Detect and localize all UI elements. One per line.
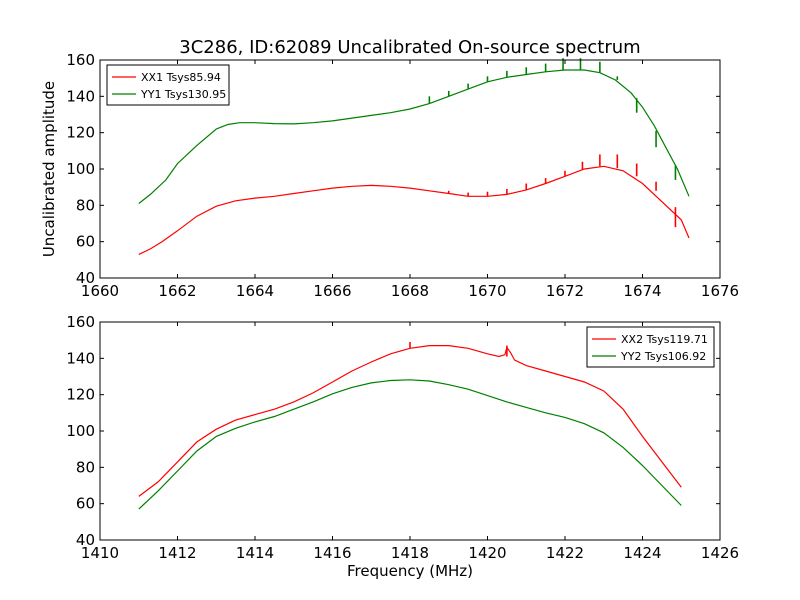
bottom-y-tick-label: 140 bbox=[66, 349, 95, 367]
top-y-tick-label: 120 bbox=[66, 124, 95, 142]
top-y-tick-label: 140 bbox=[66, 87, 95, 105]
top-legend-label-1: XX1 Tsys85.94 bbox=[141, 71, 221, 84]
bottom-x-tick-label: 1424 bbox=[623, 544, 661, 562]
bottom-legend-label-1: XX2 Tsys119.71 bbox=[621, 333, 708, 346]
bottom-y-tick-label: 100 bbox=[66, 422, 95, 440]
top-x-tick-label: 1676 bbox=[701, 282, 739, 300]
y-axis-label: Uncalibrated amplitude bbox=[40, 81, 58, 257]
bottom-x-tick-label: 1420 bbox=[468, 544, 506, 562]
bottom-x-tick-label: 1426 bbox=[701, 544, 739, 562]
top-y-tick-label: 60 bbox=[76, 233, 95, 251]
bottom-x-tick-label: 1416 bbox=[313, 544, 351, 562]
bottom-y-tick-label: 160 bbox=[66, 313, 95, 331]
bottom-x-tick-label: 1412 bbox=[158, 544, 196, 562]
top-panel: 1660 1662 1664 1666 1668 1670 1672 1674 1676 40 60… bbox=[66, 51, 739, 300]
bottom-x-tick-label: 1418 bbox=[391, 544, 429, 562]
figure-title: 3C286, ID:62089 Uncalibrated On-source s… bbox=[179, 37, 640, 58]
top-x-tick-label: 1668 bbox=[391, 282, 429, 300]
top-y-tick-label: 80 bbox=[76, 196, 95, 214]
bottom-series-line-2 bbox=[138, 379, 682, 510]
bottom-y-tick-label: 60 bbox=[76, 495, 95, 513]
top-x-tick-label: 1674 bbox=[623, 282, 661, 300]
top-x-tick-label: 1666 bbox=[313, 282, 351, 300]
bottom-legend-label-2: YY2 Tsys106.92 bbox=[620, 350, 706, 363]
top-y-tick-label: 160 bbox=[66, 51, 95, 69]
bottom-x-tick-label: 1422 bbox=[546, 544, 584, 562]
top-y-tick-label: 40 bbox=[76, 269, 95, 287]
bottom-series-line-1 bbox=[138, 345, 682, 497]
top-legend-box bbox=[106, 64, 230, 106]
bottom-legend: XX2 Tsys119.71 YY2 Tsys106.92 bbox=[586, 326, 715, 368]
top-x-tick-label: 1672 bbox=[546, 282, 584, 300]
bottom-y-tick-label: 40 bbox=[76, 531, 95, 549]
bottom-x-tick-label: 1410 bbox=[81, 544, 119, 562]
bottom-x-tick-label: 1414 bbox=[236, 544, 274, 562]
bottom-panel: 1410 1412 1414 1416 1418 1420 1422 1424 1426 40 60… bbox=[66, 313, 739, 562]
top-y-tick-label: 100 bbox=[66, 160, 95, 178]
x-axis-label: Frequency (MHz) bbox=[347, 562, 473, 580]
top-legend-label-2: YY1 Tsys130.95 bbox=[140, 88, 226, 101]
bottom-legend-box bbox=[586, 326, 715, 368]
top-x-tick-label: 1662 bbox=[158, 282, 196, 300]
top-x-tick-label: 1660 bbox=[81, 282, 119, 300]
top-series-line-1 bbox=[138, 165, 690, 255]
bottom-y-tick-label: 80 bbox=[76, 458, 95, 476]
top-x-tick-label: 1664 bbox=[236, 282, 274, 300]
bottom-y-tick-label: 120 bbox=[66, 386, 95, 404]
top-x-tick-label: 1670 bbox=[468, 282, 506, 300]
top-series-line-2 bbox=[138, 69, 690, 204]
top-legend: XX1 Tsys85.94 YY1 Tsys130.95 bbox=[106, 64, 230, 106]
